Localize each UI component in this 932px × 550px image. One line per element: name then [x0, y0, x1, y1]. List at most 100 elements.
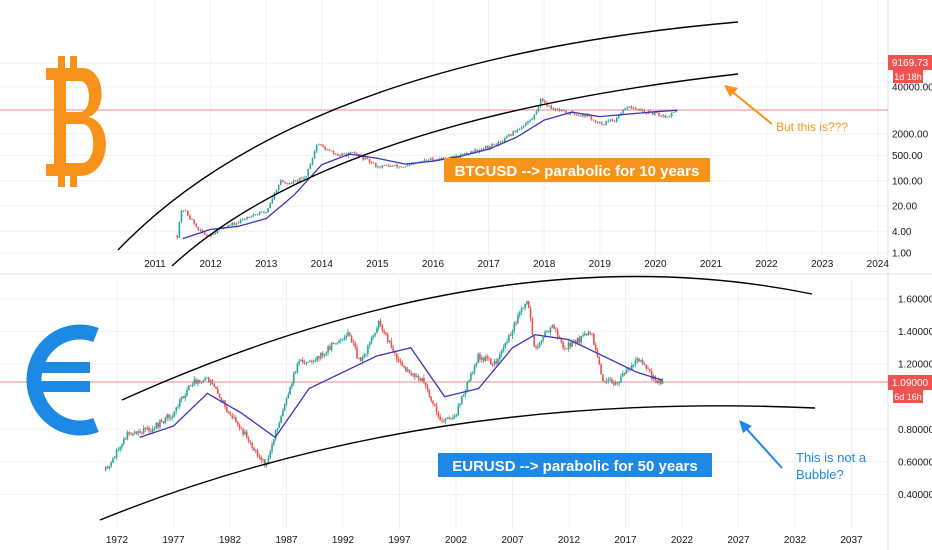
eur-candle-body	[110, 462, 112, 467]
eur-label-text: EURUSD --> parabolic for 50 years	[452, 458, 698, 475]
eur-candle-body	[388, 340, 391, 342]
btc-candle-body	[362, 155, 364, 160]
eur-candle-body	[365, 353, 367, 355]
eur-candle-body	[553, 325, 555, 329]
btc-candle-body	[298, 178, 301, 182]
btc-candle-body	[605, 121, 607, 125]
btc-candle-body	[461, 153, 464, 155]
btc-upper-channel[interactable]	[117, 21, 739, 251]
eur-candle-body	[150, 431, 152, 432]
eur-candle-body	[490, 359, 492, 365]
btc-candle-body	[474, 149, 476, 153]
btc-candle-body	[184, 210, 187, 212]
eur-candle-body	[439, 416, 441, 421]
eur-candle-body	[128, 432, 131, 435]
eur-lower-channel[interactable]	[99, 405, 816, 521]
btc-candle-body	[235, 223, 238, 225]
eur-candle-body	[634, 360, 637, 365]
eur-candle-body	[424, 382, 427, 386]
eur-candle-body	[206, 377, 208, 379]
eur-candle-body	[341, 339, 344, 341]
eur-candle-body	[132, 433, 134, 435]
eur-candle-body	[484, 356, 487, 361]
eur-candle-body	[515, 322, 517, 324]
eur-candle-body	[444, 418, 447, 422]
eur-candle-body	[195, 379, 197, 384]
eur-candle-body	[640, 360, 642, 362]
eur-upper-channel[interactable]	[121, 275, 813, 401]
bottom-price-axis: 1.60000 1.40000 1.20000 0.80000 0.60000 0.400…	[898, 294, 932, 501]
btc-candle-body	[313, 151, 316, 159]
eur-candle-body	[300, 359, 302, 362]
btc-candle-body	[487, 146, 489, 149]
btc-candle-body	[394, 164, 396, 167]
eur-candle-body	[509, 335, 512, 337]
eur-candle-body	[179, 399, 181, 407]
eur-candle-body	[137, 431, 140, 434]
eur-candle-body	[198, 379, 201, 383]
bottom-y-tick-label: 0.80000	[898, 425, 932, 436]
eur-candle-body	[442, 421, 445, 422]
btc-callout-arrow[interactable]	[724, 85, 773, 125]
btc-candle-body	[191, 219, 193, 220]
bottom-x-tick-label: 1997	[388, 535, 411, 546]
eur-candle-body	[141, 432, 143, 434]
eur-candle-body	[220, 397, 223, 403]
btc-candle-body	[423, 159, 426, 162]
eur-candle-body	[647, 368, 649, 370]
eur-candle-body	[231, 415, 234, 418]
eur-candle-body	[618, 382, 620, 384]
eur-candle-body	[520, 308, 523, 313]
eur-candle-body	[233, 417, 235, 419]
eur-candle-body	[576, 337, 579, 344]
btc-candle-body	[582, 113, 584, 117]
btc-candle-body	[212, 234, 214, 235]
btc-candle-body	[337, 154, 339, 156]
eur-candle-body	[502, 347, 505, 351]
bottom-y-tick-label: 1.20000	[898, 360, 932, 371]
eur-candle-body	[609, 379, 611, 380]
eur-candle-body	[332, 342, 335, 344]
eur-candle-body	[242, 429, 244, 435]
eur-candle-body	[289, 386, 291, 395]
btc-candle-body	[258, 211, 261, 215]
eur-candle-body	[244, 431, 246, 435]
eur-candle-body	[582, 335, 584, 336]
eur-candle-body	[607, 379, 610, 381]
eur-candle-body	[282, 410, 284, 417]
eur-candle-body	[526, 301, 528, 305]
eur-candle-body	[377, 321, 380, 329]
btc-candle-body	[592, 119, 595, 121]
btc-candle-body	[193, 219, 195, 224]
eur-candle-body	[495, 361, 498, 364]
top-x-tick-label: 2018	[533, 259, 556, 270]
btc-label-box[interactable]	[444, 158, 710, 182]
eur-label-box[interactable]	[438, 453, 712, 477]
btc-candle-body	[522, 125, 525, 128]
top-grid	[0, 0, 888, 256]
eur-candle-body	[426, 385, 429, 390]
btc-lower-channel[interactable]	[171, 73, 739, 267]
eur-candle-body	[352, 342, 355, 344]
eur-candle-body	[193, 379, 196, 386]
eur-candle-body	[461, 396, 463, 404]
eur-candle-body	[538, 342, 541, 347]
eur-candle-body	[151, 428, 154, 432]
btc-candle-body	[254, 214, 257, 216]
eur-callout-arrow[interactable]	[739, 420, 783, 469]
eur-candle-body	[162, 421, 165, 423]
top-time-axis: 2011 2012 2013 2014 2015 2016 2017 2018 2019 2020…	[144, 259, 889, 270]
btc-candle-body	[358, 154, 360, 156]
eur-candle-body	[527, 301, 530, 308]
btc-candle-body	[586, 114, 588, 117]
bottom-countdown-badge	[893, 390, 923, 403]
btc-candle-body	[573, 113, 576, 115]
eur-candle-body	[148, 427, 150, 432]
btc-candle-body	[385, 164, 388, 166]
eur-candle-body	[468, 380, 470, 382]
btc-candle-body	[277, 184, 280, 191]
eur-candle-body	[153, 428, 156, 430]
eur-candle-body	[169, 417, 172, 419]
top-y-tick-label: 20.00	[892, 202, 917, 213]
btc-candle-body	[556, 109, 559, 111]
